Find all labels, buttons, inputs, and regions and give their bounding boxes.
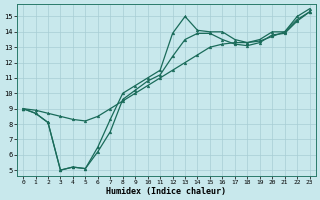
X-axis label: Humidex (Indice chaleur): Humidex (Indice chaleur) bbox=[106, 187, 226, 196]
